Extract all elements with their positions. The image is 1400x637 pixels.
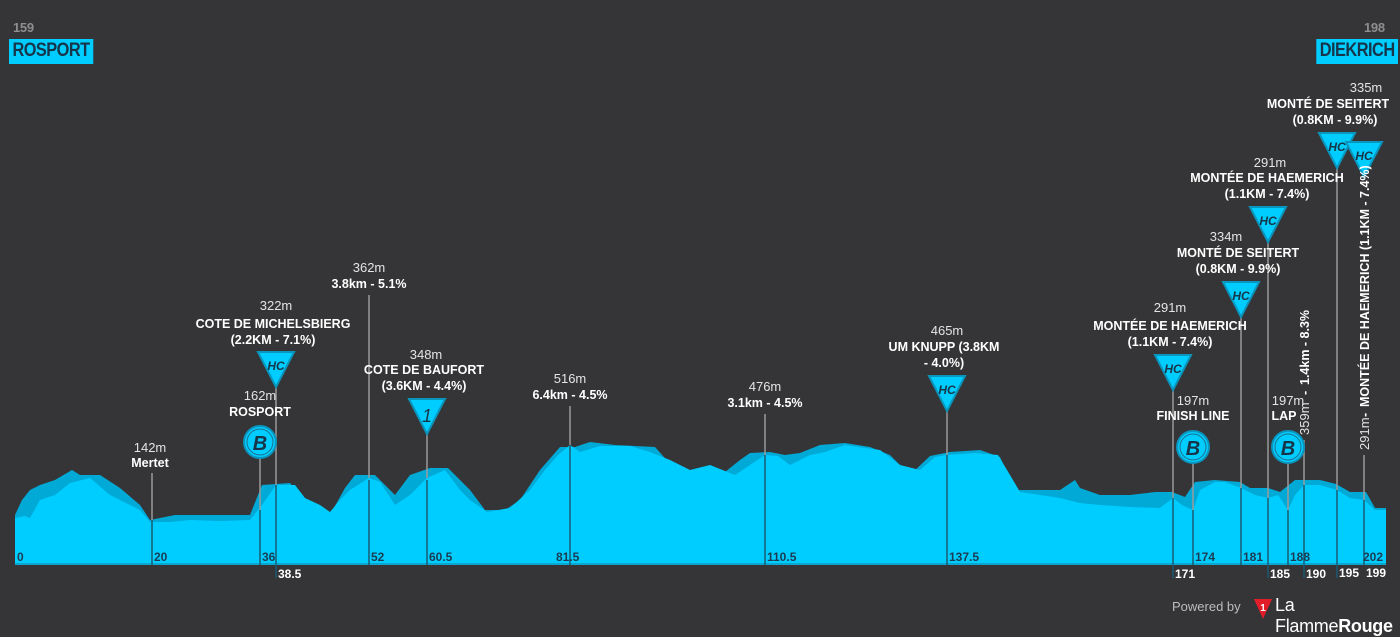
marker-name: Mertet xyxy=(131,456,169,470)
km-label: 199 xyxy=(1366,566,1386,580)
climb-category: HC xyxy=(1232,289,1250,303)
marker-name: MONTÉ DE SEITERT xyxy=(1267,96,1390,111)
marker-name: ROSPORT xyxy=(229,405,291,419)
climb-category: HC xyxy=(938,383,956,397)
km-label: 0 xyxy=(17,550,24,564)
climb-category: 1 xyxy=(422,406,432,426)
climb-category: HC xyxy=(1328,140,1346,154)
km-label: 188 xyxy=(1290,550,1310,564)
marker-detail: (0.8KM - 9.9%) xyxy=(1293,113,1378,127)
powered-by-text: Powered by xyxy=(1172,599,1241,614)
marker-elevation: 291m xyxy=(1357,417,1372,450)
marker-name: 3.8km - 5.1% xyxy=(331,277,406,291)
climb-category: HC xyxy=(1164,362,1182,376)
marker-detail: - 4.0%) xyxy=(924,356,964,370)
km-label: 190 xyxy=(1306,567,1326,581)
climb-hc-icon: HC xyxy=(1248,206,1288,245)
km-label: 36 xyxy=(262,550,276,564)
marker-detail: (2.2KM - 7.1%) xyxy=(231,333,316,347)
km-label: 181 xyxy=(1243,550,1263,564)
marker-detail: (3.6KM - 4.4%) xyxy=(382,379,467,393)
climb-category: HC xyxy=(1259,214,1277,228)
marker-elevation: 348m xyxy=(410,347,443,362)
climb-hc-icon: HC xyxy=(1344,141,1384,180)
km-label: 110.5 xyxy=(767,550,797,564)
climb-hc-icon: HC xyxy=(256,351,296,390)
marker-elevation: 334m xyxy=(1210,229,1243,244)
vertical-climb-label: 359m - 1.4km - 8.3% xyxy=(1297,310,1312,435)
marker-name: COTE DE MICHELSBIERG xyxy=(196,317,351,331)
marker-elevation: 465m xyxy=(931,323,964,338)
bonus-letter: B xyxy=(1186,438,1200,460)
bonus-letter: B xyxy=(1281,438,1295,460)
profile-baseline xyxy=(15,563,1386,565)
marker-elevation: 197m xyxy=(1177,393,1210,408)
marker-detail: (1.1KM - 7.4%) xyxy=(1128,335,1213,349)
marker-elevation: 197m xyxy=(1272,393,1305,408)
km-label: 137.5 xyxy=(949,550,979,564)
brand-name-bold: Rouge xyxy=(1338,616,1393,636)
marker-separator: - xyxy=(1358,413,1372,417)
marker-elevation: 322m xyxy=(260,298,293,313)
climb-hc-icon: HC xyxy=(927,375,967,414)
bonus-letter: B xyxy=(253,433,267,455)
marker-name: MONTÉE DE HAEMERICH (1.1KM - 7.4%) xyxy=(1357,165,1372,407)
marker-name: COTE DE BAUFORT xyxy=(364,363,485,377)
km-label: 171 xyxy=(1175,567,1195,581)
climb-hc-icon: HC xyxy=(1153,354,1193,393)
km-separator-lines xyxy=(151,445,1365,578)
km-label: 81.5 xyxy=(556,550,580,564)
finish-city-label: DIEKRICH xyxy=(1316,39,1399,64)
climb-cat1-icon: 1 xyxy=(407,398,447,437)
marker-elevation: 335m xyxy=(1350,80,1383,95)
bonus-sprint-icon: B xyxy=(243,425,277,459)
marker-name: MONTÉE DE HAEMERICH xyxy=(1190,170,1343,185)
marker-lines xyxy=(151,165,1365,520)
climb-category: HC xyxy=(1355,149,1373,163)
km-label: 20 xyxy=(154,550,168,564)
brand-name[interactable]: La FlammeRouge xyxy=(1275,595,1400,637)
marker-name: 1.4km - 8.3% xyxy=(1298,310,1312,385)
la-flamme-rouge-logo-icon: 1 xyxy=(1254,599,1272,619)
marker-name: 6.4km - 4.5% xyxy=(532,388,607,402)
marker-name: MONTÉE DE HAEMERICH xyxy=(1093,318,1246,333)
marker-name: 3.1km - 4.5% xyxy=(727,396,802,410)
profile-fill xyxy=(15,445,1386,565)
marker-separator: - xyxy=(1298,391,1312,395)
km-label: 202 xyxy=(1363,550,1383,564)
marker-elevation: 291m xyxy=(1154,300,1187,315)
marker-elevation: 516m xyxy=(554,371,587,386)
logo-digit: 1 xyxy=(1260,603,1266,614)
km-label: 38.5 xyxy=(278,567,302,581)
marker-detail: (1.1KM - 7.4%) xyxy=(1225,187,1310,201)
km-label: 60.5 xyxy=(429,550,453,564)
marker-name: MONTÉ DE SEITERT xyxy=(1177,245,1300,260)
brand-name-light: La Flamme xyxy=(1275,595,1339,636)
marker-name: FINISH LINE xyxy=(1157,409,1230,423)
marker-elevation: 359m xyxy=(1297,402,1312,435)
climb-hc-icon: HC xyxy=(1221,281,1261,320)
marker-elevation: 476m xyxy=(749,379,782,394)
km-label: 174 xyxy=(1195,550,1215,564)
start-city-label: ROSPORT xyxy=(9,39,94,64)
climb-category: HC xyxy=(267,359,285,373)
marker-name: UM KNUPP (3.8KM xyxy=(889,340,1000,354)
marker-elevation: 291m xyxy=(1254,155,1287,170)
marker-detail: (0.8KM - 9.9%) xyxy=(1196,262,1281,276)
km-labels-below: 38.5 171 185 190 195 199 xyxy=(278,566,1386,581)
vertical-climb-label: 291m - MONTÉE DE HAEMERICH (1.1KM - 7.4%… xyxy=(1357,165,1372,450)
start-km-label: 159 xyxy=(13,20,34,35)
marker-elevation: 362m xyxy=(353,260,386,275)
marker-elevation: 142m xyxy=(134,440,167,455)
marker-name: LAP xyxy=(1272,409,1297,423)
km-label: 195 xyxy=(1339,566,1359,580)
km-label: 52 xyxy=(371,550,385,564)
bonus-sprint-icon: B xyxy=(1176,430,1210,464)
finish-km-label: 198 xyxy=(1364,20,1385,35)
bonus-sprint-icon: B xyxy=(1271,430,1305,464)
marker-elevation: 162m xyxy=(244,388,277,403)
km-label: 185 xyxy=(1270,567,1290,581)
km-labels-inside: 0 20 36 52 60.5 81.5 110.5 137.5 174 181… xyxy=(17,550,1383,564)
